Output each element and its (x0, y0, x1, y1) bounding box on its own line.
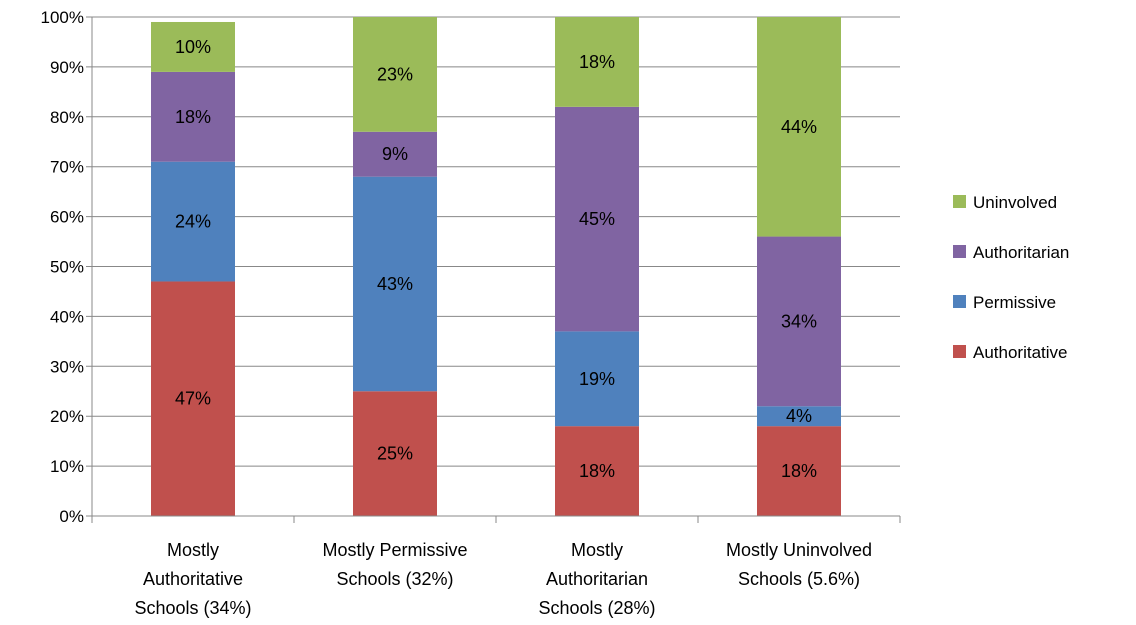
bar-segment-permissive (757, 406, 841, 427)
bar-segment-permissive (353, 176, 437, 392)
y-tick-label: 10% (50, 457, 84, 476)
data-label: 34% (781, 311, 817, 331)
x-category-label: Mostly Uninvolved Schools (5.6%) (726, 540, 872, 589)
y-tick-label: 60% (50, 208, 84, 227)
data-label: 19% (579, 369, 615, 389)
bar-segment-permissive (151, 161, 235, 282)
data-label: 25% (377, 444, 413, 464)
y-tick-label: 0% (59, 507, 84, 526)
data-label: 18% (781, 461, 817, 481)
x-category-label-line: Mostly Uninvolved (726, 540, 872, 560)
bar-segment-uninvolved (151, 21, 235, 72)
bar-segment-authoritative (151, 281, 235, 516)
data-label: 45% (579, 209, 615, 229)
bar-segment-authoritarian (151, 71, 235, 162)
x-category-label: Mostly Authoritative Schools (34%) (134, 540, 251, 618)
x-category-label-line: Mostly Permissive (322, 540, 467, 560)
x-category-label-line: Mostly (571, 540, 623, 560)
x-category-label-line: Authoritative (143, 569, 243, 589)
bars: 47% 24% 18% 10% 25% 43% 9% 23% 18% 19% 45% 18% 18% 4%… (151, 17, 841, 516)
x-category-label-line: Schools (5.6%) (738, 569, 860, 589)
data-label: 24% (175, 212, 211, 232)
y-tick-label: 50% (50, 258, 84, 277)
legend-label-permissive: Permissive (973, 293, 1056, 312)
y-tick-label: 30% (50, 357, 84, 376)
x-category-label-line: Authoritarian (546, 569, 648, 589)
y-tick-label: 70% (50, 158, 84, 177)
legend-swatch-uninvolved (953, 195, 966, 208)
x-category-label: Mostly Permissive Schools (32%) (322, 540, 467, 589)
y-tick-label: 80% (50, 108, 84, 127)
y-tick-label: 40% (50, 307, 84, 326)
axes (91, 17, 901, 523)
data-label: 43% (377, 274, 413, 294)
legend-swatch-permissive (953, 295, 966, 308)
bar-segment-uninvolved (757, 17, 841, 237)
bar-segment-authoritative (757, 426, 841, 516)
data-label: 4% (786, 406, 812, 426)
bar-segment-authoritarian (555, 106, 639, 332)
x-category-label-line: Schools (28%) (538, 598, 655, 618)
data-label: 44% (781, 117, 817, 137)
bar-segment-uninvolved (555, 17, 639, 107)
legend-label-authoritative: Authoritative (973, 343, 1068, 362)
y-axis-tick-labels: 0% 10% 20% 30% 40% 50% 60% 70% 80% 90% 100% (41, 8, 84, 526)
bar-segment-authoritative (555, 426, 639, 516)
legend-label-uninvolved: Uninvolved (973, 193, 1057, 212)
x-category-label-line: Mostly (167, 540, 219, 560)
legend: Uninvolved Authoritarian Permissive Authori… (953, 193, 1069, 362)
legend-swatch-authoritarian (953, 245, 966, 258)
data-label: 47% (175, 389, 211, 409)
bar-segment-authoritative (353, 391, 437, 516)
x-axis-category-labels: Mostly Authoritative Schools (34%) Mostly P… (134, 540, 872, 618)
data-label: 18% (579, 461, 615, 481)
data-label: 23% (377, 64, 413, 84)
y-tick-label: 90% (50, 58, 84, 77)
bar-segment-uninvolved (353, 17, 437, 132)
x-category-label-line: Schools (32%) (336, 569, 453, 589)
data-label: 18% (175, 107, 211, 127)
bar-segment-authoritarian (757, 236, 841, 407)
y-tick-label: 20% (50, 407, 84, 426)
bar-segment-permissive (555, 331, 639, 427)
bar-segment-authoritarian (353, 131, 437, 177)
y-tick-label: 100% (41, 8, 84, 27)
x-category-label: Mostly Authoritarian Schools (28%) (538, 540, 655, 618)
x-category-label-line: Schools (34%) (134, 598, 251, 618)
legend-swatch-authoritative (953, 345, 966, 358)
legend-label-authoritarian: Authoritarian (973, 243, 1069, 262)
data-label: 10% (175, 37, 211, 57)
data-label: 18% (579, 52, 615, 72)
data-label: 9% (382, 144, 408, 164)
